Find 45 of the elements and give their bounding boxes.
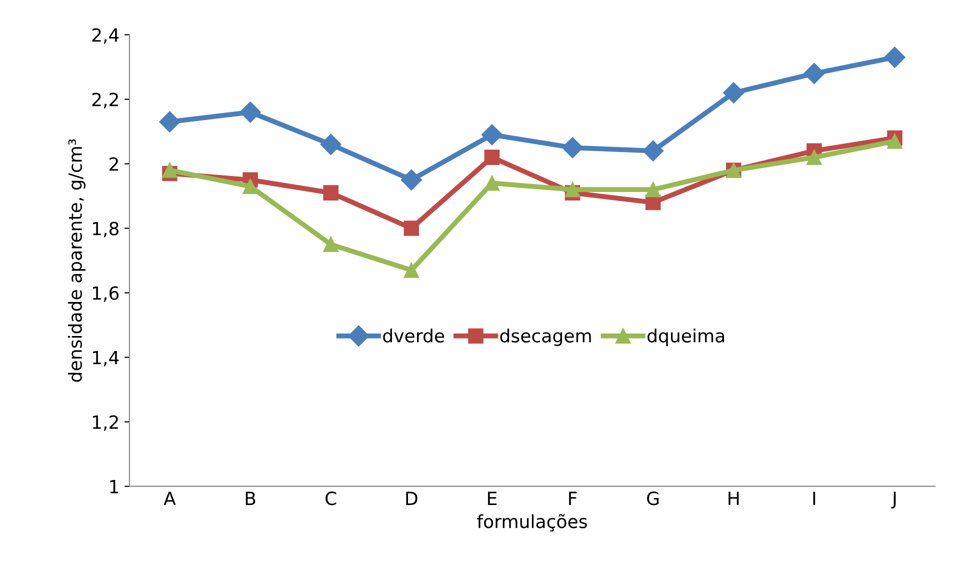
- point: [804, 62, 825, 84]
- y-axis-title: densidade aparente, g/cm³: [68, 139, 86, 382]
- legend-label: dsecagem: [500, 328, 591, 346]
- y-tick-label: 1,2: [93, 415, 118, 431]
- x-axis-title: formulações: [477, 514, 587, 532]
- x-tick-label: H: [728, 492, 739, 505]
- point: [400, 169, 422, 190]
- point: [484, 150, 500, 165]
- point: [723, 82, 744, 104]
- y-tick-label: 1,4: [93, 351, 119, 366]
- x-tick-label: C: [326, 492, 336, 506]
- point: [481, 124, 502, 146]
- y-tick-label: 1: [110, 480, 118, 494]
- point: [484, 175, 500, 191]
- legend-label: dverde: [383, 328, 444, 343]
- x-tick-label: D: [406, 492, 418, 505]
- point: [884, 46, 906, 68]
- point: [323, 185, 338, 200]
- point: [645, 182, 661, 198]
- point: [242, 178, 258, 194]
- point: [320, 134, 342, 155]
- x-tick-label: F: [569, 492, 577, 505]
- point: [887, 134, 902, 149]
- point: [806, 150, 822, 165]
- point: [404, 220, 420, 236]
- y-tick-label: 1,6: [93, 286, 119, 302]
- y-tick-label: 2,2: [92, 92, 118, 108]
- point: [162, 162, 178, 178]
- point: [323, 236, 338, 252]
- x-tick-label: A: [164, 492, 176, 505]
- point: [564, 182, 580, 198]
- x-tick-label: G: [647, 492, 659, 506]
- y-tick-label: 2,4: [92, 28, 119, 44]
- point: [642, 140, 664, 162]
- y-tick-label: 1,8: [93, 222, 119, 238]
- point: [562, 137, 584, 158]
- x-tick-label: J: [891, 492, 896, 509]
- y-tick-label: 2: [110, 157, 118, 171]
- legend-label: dqueima: [648, 328, 724, 346]
- x-tick-label: I: [813, 492, 816, 505]
- point: [404, 262, 420, 278]
- x-tick-label: E: [488, 492, 497, 505]
- point: [159, 111, 180, 132]
- x-tick-label: B: [246, 492, 256, 505]
- point: [240, 102, 261, 123]
